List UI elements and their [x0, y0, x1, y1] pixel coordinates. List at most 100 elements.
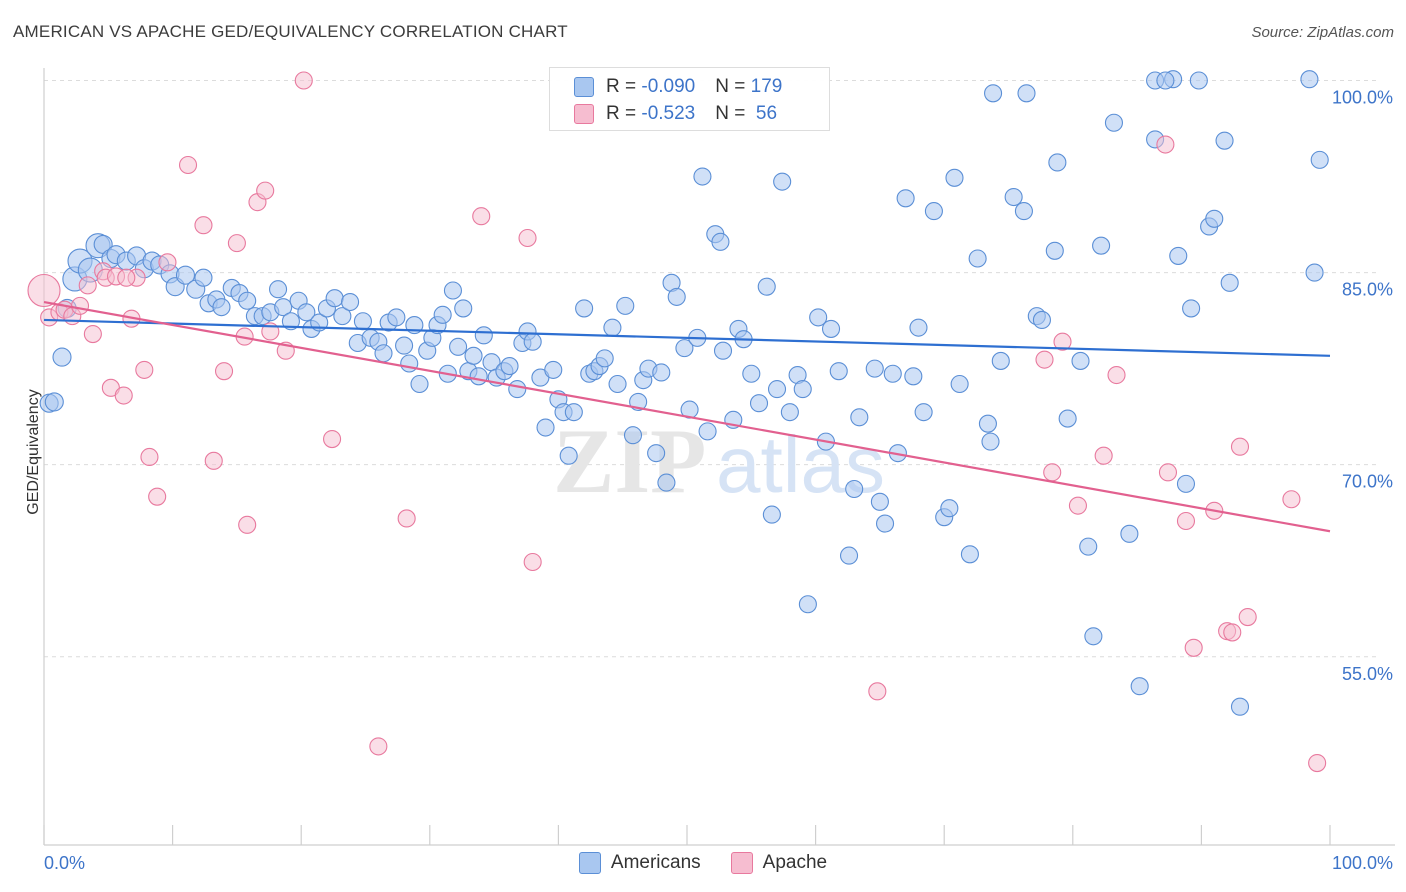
- point-americans: [713, 341, 733, 360]
- point-apache: [868, 682, 887, 701]
- point-americans: [870, 492, 889, 511]
- chart-title: AMERICAN VS APACHE GED/EQUIVALENCY CORRE…: [13, 22, 568, 41]
- point-apache: [238, 515, 257, 534]
- point-apache: [1068, 496, 1087, 515]
- point-americans: [387, 308, 406, 327]
- point-americans: [575, 299, 594, 318]
- americans-points: [39, 70, 1329, 716]
- point-americans: [395, 336, 414, 355]
- point-apache: [1176, 511, 1196, 531]
- point-apache: [1035, 350, 1054, 369]
- point-apache: [472, 207, 491, 226]
- point-americans: [341, 292, 360, 312]
- point-americans: [883, 364, 902, 383]
- point-apache: [1156, 135, 1175, 154]
- point-americans: [1310, 150, 1329, 169]
- point-apache: [1094, 446, 1113, 465]
- point-americans: [603, 318, 622, 337]
- point-americans: [780, 403, 799, 422]
- point-americans: [333, 307, 352, 326]
- y-tick-label: 55.0%: [1342, 664, 1393, 684]
- apache-swatch: [574, 104, 594, 124]
- point-apache: [227, 234, 246, 253]
- point-americans: [443, 281, 462, 300]
- watermark: ZIP atlas: [553, 410, 885, 512]
- point-americans: [1220, 273, 1239, 292]
- point-americans: [1071, 351, 1090, 370]
- point-americans: [325, 289, 344, 308]
- point-americans: [749, 394, 769, 413]
- point-apache: [1107, 365, 1126, 385]
- point-americans: [657, 473, 676, 492]
- point-americans: [1014, 202, 1033, 221]
- point-americans: [711, 232, 730, 251]
- point-apache: [523, 552, 542, 572]
- y-tick-label: 100.0%: [1332, 87, 1393, 107]
- point-americans: [269, 280, 288, 299]
- point-americans: [175, 265, 196, 285]
- point-americans: [1176, 474, 1196, 493]
- point-americans: [984, 84, 1003, 103]
- legend-row-apache: R = -0.523 N = 56: [574, 102, 777, 126]
- axes: [43, 68, 1395, 846]
- point-americans: [559, 446, 578, 465]
- point-americans: [52, 347, 72, 367]
- tick-labels: 55.0% 70.0% 85.0% 100.0% 0.0% 100.0% GED/Equiv…: [25, 87, 1393, 873]
- point-americans: [1079, 537, 1098, 556]
- point-americans: [194, 268, 213, 287]
- bottom-legend-label: Americans: [610, 852, 701, 873]
- legend-r-label: R =: [606, 76, 642, 97]
- point-americans: [875, 514, 895, 533]
- point-americans: [773, 172, 792, 191]
- point-americans: [940, 499, 959, 518]
- point-apache: [148, 487, 167, 506]
- point-apache: [1282, 490, 1301, 509]
- point-americans: [1084, 627, 1103, 646]
- point-americans: [464, 346, 483, 365]
- point-americans: [698, 422, 717, 441]
- point-apache: [78, 276, 97, 295]
- apache-swatch: [730, 852, 753, 874]
- point-americans: [950, 374, 969, 394]
- point-apache: [1238, 608, 1257, 627]
- point-apache: [256, 181, 275, 200]
- americans-swatch: [574, 77, 594, 97]
- point-apache: [194, 216, 213, 235]
- point-americans: [523, 332, 542, 351]
- point-americans: [914, 403, 933, 422]
- point-apache: [140, 447, 159, 467]
- point-americans: [400, 354, 419, 373]
- point-americans: [1104, 113, 1124, 132]
- point-americans: [667, 287, 686, 306]
- point-americans: [44, 392, 64, 412]
- point-apache: [83, 324, 102, 344]
- point-apache: [117, 268, 136, 287]
- point-americans: [767, 380, 787, 399]
- legend-r-label: R =: [606, 103, 642, 124]
- point-americans: [410, 374, 429, 394]
- point-americans: [968, 249, 987, 268]
- point-americans: [978, 414, 997, 433]
- point-apache: [1043, 463, 1062, 482]
- point-americans: [500, 357, 519, 376]
- point-americans: [297, 303, 316, 322]
- point-apache: [204, 451, 223, 470]
- point-americans: [652, 363, 671, 382]
- point-americans: [433, 305, 452, 324]
- point-americans: [850, 408, 869, 427]
- point-americans: [909, 318, 928, 337]
- point-americans: [1017, 84, 1036, 103]
- point-americans: [991, 351, 1010, 370]
- point-americans: [821, 319, 841, 338]
- point-americans: [675, 339, 694, 358]
- point-apache: [1158, 463, 1178, 482]
- point-americans: [353, 312, 372, 331]
- point-americans: [904, 367, 923, 386]
- point-apache: [518, 228, 537, 248]
- point-americans: [1189, 71, 1208, 90]
- point-americans: [508, 380, 527, 399]
- bottom-legend-apache: Apache: [730, 852, 827, 874]
- point-americans: [1032, 310, 1051, 330]
- point-apache: [27, 273, 61, 308]
- point-americans: [544, 360, 563, 379]
